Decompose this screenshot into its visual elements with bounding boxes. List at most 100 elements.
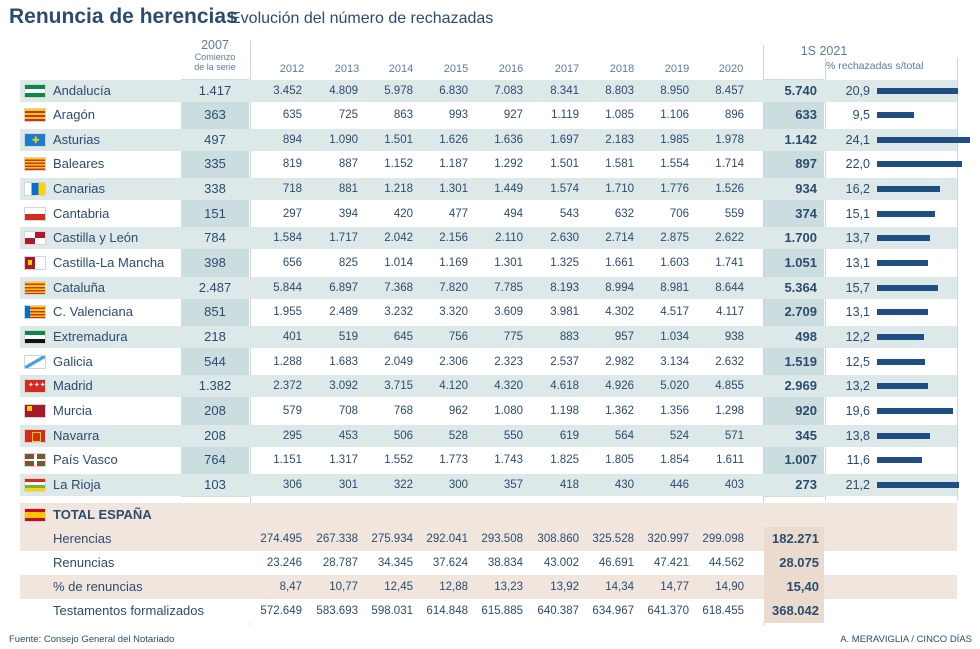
total-2021-cell: [764, 551, 824, 575]
asturias-flag-icon: ✚: [24, 132, 46, 147]
value-2016: 550: [503, 429, 523, 442]
table-row: Castilla y León 784 1.584 1.717 2.042 2.156 2.…: [20, 227, 957, 250]
value-2020: 8.644: [715, 281, 744, 294]
header-1s2021: 1S 2021: [800, 44, 848, 58]
value-2020: 1.611: [716, 454, 744, 467]
pct-bar: [877, 186, 940, 193]
value-2017: 619: [559, 429, 579, 442]
value-2014: 1.501: [384, 133, 413, 146]
value-2020: 2.622: [715, 232, 744, 245]
total-value-2019: 14,77: [660, 581, 689, 593]
value-2014: 5.978: [384, 84, 413, 97]
total-value-1s2021: 182.271: [772, 531, 819, 546]
total-header-row: TOTAL ESPAÑA: [20, 503, 957, 527]
region-name: Asturias: [53, 131, 100, 147]
value-2012: 894: [282, 133, 302, 146]
value-2017: 1.574: [550, 183, 579, 196]
value-2015: 1.626: [439, 133, 468, 146]
value-2015: 756: [448, 331, 468, 343]
value-2018: 2.982: [605, 355, 634, 368]
value-2007: 208: [204, 402, 226, 418]
value-2012: 656: [282, 257, 302, 270]
value-2018: 1.710: [605, 183, 634, 196]
value-2018: 1.581: [605, 158, 634, 171]
value-2017: 1.325: [550, 257, 579, 270]
total-value-2014: 275.934: [371, 533, 413, 545]
value-2018: 430: [614, 478, 634, 491]
header-pct: % rechazadas s/total: [826, 60, 924, 72]
value-2019: 1.356: [660, 404, 689, 417]
pct-bar: [877, 161, 962, 168]
value-2014: 768: [393, 404, 413, 417]
value-2012: 1.955: [273, 306, 302, 319]
total-value-2013: 583.693: [316, 605, 358, 617]
value-2013: 1.090: [329, 133, 358, 146]
value-2007: 784: [204, 230, 226, 246]
value-2007: 398: [204, 255, 226, 271]
value-2015: 477: [448, 207, 468, 220]
value-2017: 2.630: [550, 232, 579, 245]
baleares-flag-icon: [24, 157, 46, 172]
extremadura-flag-icon: [24, 330, 46, 344]
value-2014: 863: [393, 109, 413, 122]
value-2007: 338: [204, 181, 226, 197]
spain-flag-icon: [24, 508, 46, 522]
pct-bar: [877, 87, 958, 94]
value-2015: 2.156: [439, 232, 468, 245]
total-value-2017: 640.387: [537, 605, 579, 617]
value-2017: 2.537: [550, 355, 579, 368]
value-1s2021: 897: [795, 156, 817, 172]
value-1s2021: 2.969: [784, 378, 817, 394]
pct-label: 11,6: [846, 453, 870, 468]
value-2014: 3.232: [384, 306, 413, 319]
value-2017: 543: [559, 207, 579, 220]
year-header-2016: 2016: [498, 63, 524, 75]
value-2014: 1.014: [384, 257, 413, 270]
value-2013: 453: [338, 429, 358, 442]
value-2018: 8.994: [605, 281, 634, 294]
value-1s2021: 920: [795, 402, 817, 418]
cataluna-flag-icon: [24, 280, 46, 295]
value-2016: 7.785: [494, 281, 523, 294]
year-header-2018: 2018: [609, 63, 635, 75]
region-name: Navarra: [53, 427, 100, 443]
total-value-2020: 14,90: [715, 581, 744, 593]
value-2012: 819: [282, 158, 302, 171]
value-2020: 938: [724, 331, 744, 343]
pct-bar: [877, 210, 935, 217]
cantabria-flag-icon: [24, 206, 46, 221]
value-2013: 519: [338, 331, 358, 343]
total-row: Testamentos formalizados 572.649 583.693 59…: [20, 599, 957, 623]
value-1s2021: 5.364: [784, 279, 817, 295]
value-1s2021: 2.709: [784, 304, 817, 320]
value-2017: 418: [559, 478, 579, 491]
value-2020: 1.978: [715, 133, 744, 146]
value-2013: 394: [338, 207, 358, 220]
value-2019: 1.106: [660, 109, 689, 122]
value-2018: 1.805: [605, 454, 634, 467]
value-2012: 306: [282, 478, 302, 491]
value-2015: 300: [448, 478, 468, 491]
value-2015: 1.301: [439, 183, 468, 196]
value-2019: 524: [669, 429, 689, 442]
chart-subtitle: Evolución del número de rechazadas: [230, 10, 494, 27]
value-2017: 1.198: [550, 404, 579, 417]
value-2012: 297: [282, 207, 302, 220]
value-2013: 301: [338, 478, 358, 491]
castilla-la-mancha-flag-icon: [24, 256, 46, 271]
total-value-2020: 299.098: [702, 533, 744, 545]
value-2007: 335: [204, 156, 226, 172]
value-2018: 1.085: [605, 109, 634, 122]
table-row: Galicia 544 1.288 1.683 2.049 2.306 2.323 2.537…: [20, 351, 957, 373]
value-2012: 1.584: [273, 232, 302, 245]
value-2013: 825: [338, 257, 358, 270]
table-row: La Rioja 103 306 301 322 300 357 418 430 446 403 27…: [20, 473, 959, 496]
value-2007: 544: [204, 353, 226, 369]
table-row: Castilla-La Mancha 398 656 825 1.014 1.169 1.3…: [20, 252, 957, 274]
value-2018: 1.661: [605, 257, 634, 270]
pct-bar: [877, 334, 924, 340]
value-2007: 2.487: [198, 279, 232, 295]
value-2015: 1.187: [439, 158, 468, 171]
value-2013: 3.092: [329, 380, 358, 393]
total-value-2016: 293.508: [481, 533, 523, 545]
